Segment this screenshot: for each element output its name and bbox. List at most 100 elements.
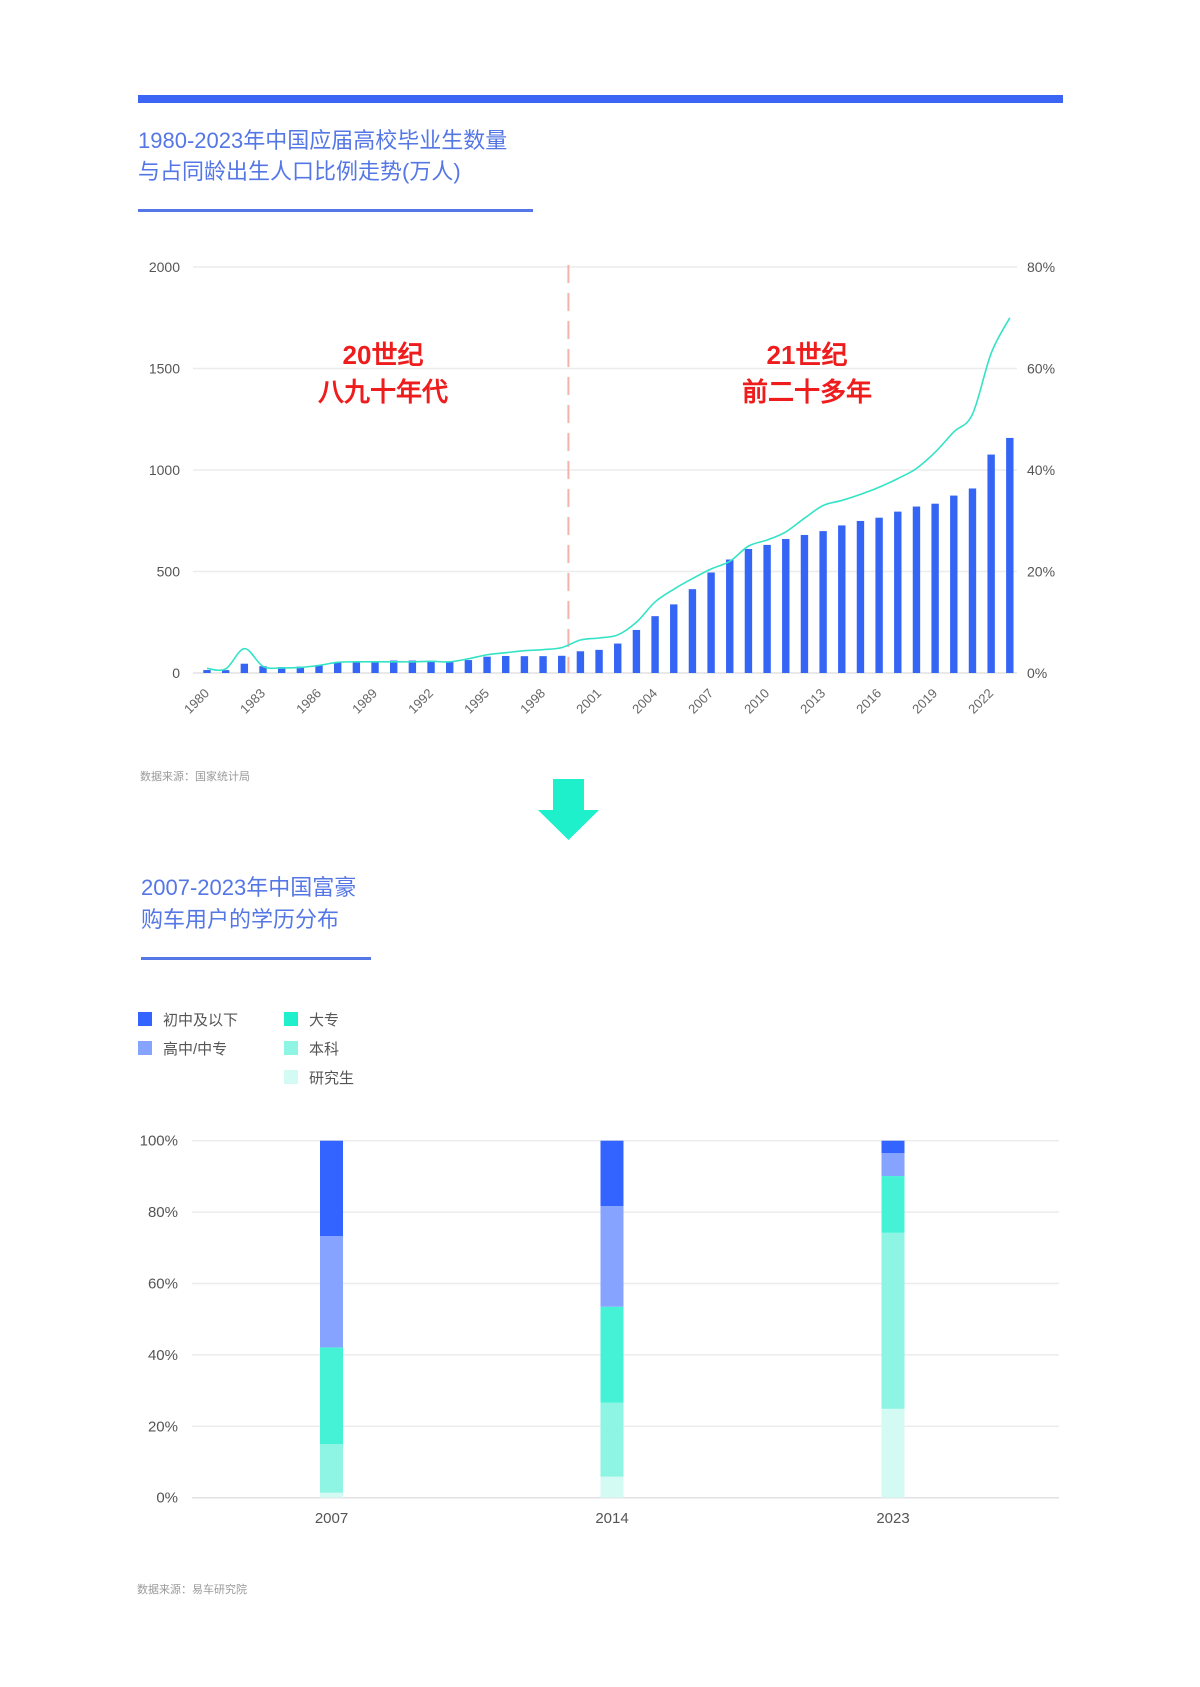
bar-2007 (707, 572, 715, 673)
x-axis-label: 1992 (405, 686, 436, 717)
bar-2017 (894, 511, 902, 673)
x-axis-label: 2007 (315, 1510, 348, 1527)
legend-item-junior-high: 初中及以下 (138, 1009, 238, 1029)
chart2-source: 数据来源：易车研究院 (137, 1584, 247, 1596)
bar-1991 (408, 660, 417, 673)
x-axis-label: 2014 (595, 1510, 628, 1527)
bar-1998 (539, 656, 547, 673)
legend-item-college: 大专 (284, 1009, 339, 1029)
bar-1982 (240, 663, 249, 673)
y-axis-label: 80% (148, 1204, 178, 1221)
bar-2019 (931, 503, 939, 673)
stacked-segment-本科 (881, 1232, 905, 1409)
bar-1986 (315, 665, 323, 673)
chart1-title-underline (138, 209, 533, 212)
bar-1996 (502, 655, 510, 673)
x-axis-label: 2004 (629, 686, 660, 717)
bar-1984 (277, 667, 286, 673)
annotation-20th-century: 20世纪 八九十年代 (263, 337, 503, 411)
x-axis-label: 2023 (876, 1510, 909, 1527)
bar-1995 (483, 656, 491, 673)
legend-label: 大专 (309, 1011, 340, 1029)
stacked-segment-大专 (320, 1347, 343, 1445)
bar-2000 (576, 651, 585, 673)
education-stacked-bar-chart: 0% 20% 40% 60% 80% 100% 2007 2014 2023 (140, 1133, 1059, 1527)
stacked-segment-大专 (881, 1176, 905, 1233)
y-axis-label: 1500 (149, 361, 180, 377)
bar-1997 (520, 656, 529, 673)
y2-axis-label: 60% (1027, 361, 1055, 377)
legend-swatch (138, 1012, 152, 1026)
stacked-segment-本科 (320, 1444, 343, 1493)
y2-axis-label: 80% (1027, 259, 1055, 275)
bar-1999 (558, 655, 566, 673)
bar-2020 (950, 495, 958, 673)
bar-1993 (446, 661, 454, 673)
bar-1992 (427, 660, 435, 673)
annotation-21st-century-line1: 21世纪 (766, 340, 848, 370)
stacked-segment-研究生 (320, 1492, 343, 1498)
legend-label: 初中及以下 (163, 1011, 239, 1029)
bar-2014 (838, 525, 846, 673)
legend-label: 研究生 (309, 1069, 355, 1087)
y-axis-label: 60% (148, 1276, 178, 1293)
y-axis-label: 0% (156, 1490, 178, 1507)
bar-1989 (371, 661, 379, 673)
bar-2001 (595, 649, 603, 673)
bar-2018 (912, 506, 921, 673)
bar-2003 (632, 629, 641, 673)
stacked-segment-本科 (600, 1402, 624, 1477)
x-axis-label: 2016 (853, 686, 884, 717)
x-axis-label: 2007 (685, 686, 716, 717)
bar-1981 (221, 670, 230, 673)
header-accent-bar (138, 95, 1063, 103)
annotation-21st-century-line2: 前二十多年 (741, 377, 872, 407)
bar-1990 (390, 660, 398, 673)
stacked-segment-高中/中专 (881, 1153, 905, 1177)
y2-axis-label: 20% (1027, 564, 1055, 580)
x-axis-label: 1986 (293, 686, 324, 717)
y-axis-label: 20% (148, 1418, 178, 1435)
bar-2006 (688, 589, 697, 673)
stacked-segment-初中及以下 (881, 1140, 905, 1154)
legend-item-postgraduate: 研究生 (284, 1067, 354, 1087)
bar-2016 (875, 517, 883, 673)
x-axis-label: 2010 (741, 686, 772, 717)
chart2-title-underline (141, 957, 371, 960)
ratio-line (206, 317, 1011, 672)
x-axis-label: 1983 (237, 686, 268, 717)
bar-1980 (203, 670, 211, 673)
y2-axis-label: 0% (1027, 665, 1047, 681)
stacked-segment-初中及以下 (600, 1140, 624, 1207)
legend-swatch (284, 1070, 298, 1084)
x-axis-label: 2001 (573, 686, 604, 717)
y-axis-label: 1000 (149, 462, 180, 478)
bar-2009 (744, 548, 753, 673)
bar-2023 (1006, 437, 1014, 673)
bar-2010 (763, 544, 771, 673)
bar-2002 (614, 643, 622, 673)
legend-swatch (284, 1041, 298, 1055)
chart2-title-line1: 2007-2023年中国富豪 (141, 875, 357, 900)
bar-2005 (670, 604, 678, 673)
bar-2015 (856, 520, 865, 673)
chart1-title: 1980-2023年中国应届高校毕业生数量 与占同龄出生人口比例走势(万人) (138, 125, 507, 187)
legend-swatch (284, 1012, 298, 1026)
x-axis-label: 1998 (517, 686, 548, 717)
chart2-title: 2007-2023年中国富豪 购车用户的学历分布 (141, 872, 356, 936)
stacked-segment-研究生 (600, 1476, 624, 1498)
x-axis-label: 1989 (349, 686, 380, 717)
x-axis-label: 2019 (909, 686, 940, 717)
legend-item-high-school: 高中/中专 (138, 1038, 227, 1058)
annotation-20th-century-line2: 八九十年代 (317, 377, 448, 407)
chart2-title-line2: 购车用户的学历分布 (141, 907, 340, 932)
x-axis-label: 2022 (965, 686, 996, 717)
stacked-segment-高中/中专 (600, 1206, 624, 1307)
bar-2013 (819, 531, 827, 673)
y-axis-label: 40% (148, 1347, 178, 1364)
x-axis-label: 2013 (797, 686, 828, 717)
stacked-segment-高中/中专 (320, 1236, 343, 1348)
bar-2011 (782, 539, 790, 673)
annotation-21st-century: 21世纪 前二十多年 (687, 337, 927, 411)
bar-1985 (296, 666, 305, 673)
